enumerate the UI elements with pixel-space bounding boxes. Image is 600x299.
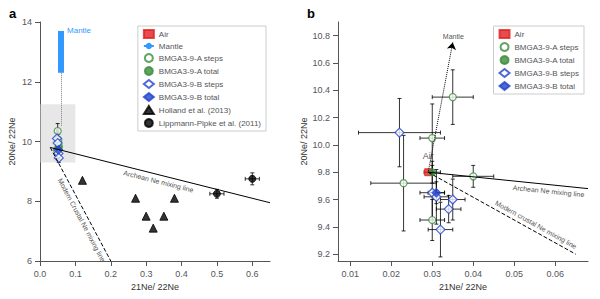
svg-text:10.0: 10.0 [312,140,330,150]
svg-text:10.2: 10.2 [312,113,330,123]
svg-text:Modern crustal Ne mixing line: Modern crustal Ne mixing line [493,199,578,251]
svg-text:10: 10 [22,137,32,147]
svg-text:Mantle: Mantle [443,33,464,40]
svg-text:BMGA3-9-A steps: BMGA3-9-A steps [515,43,579,52]
svg-text:0.2: 0.2 [105,269,118,279]
svg-text:BMGA3-9-A steps: BMGA3-9-A steps [159,54,223,63]
svg-text:6: 6 [27,256,32,266]
svg-text:0.03: 0.03 [423,269,441,279]
svg-text:9.2: 9.2 [317,249,330,259]
svg-text:Mantle: Mantle [67,26,92,35]
svg-text:BMGA3-9-A total: BMGA3-9-A total [515,56,575,65]
svg-text:Mantle: Mantle [159,42,184,51]
svg-text:9.8: 9.8 [317,167,330,177]
svg-text:21Ne/ 22Ne: 21Ne/ 22Ne [131,282,179,292]
svg-text:0.1: 0.1 [69,269,82,279]
svg-text:0.01: 0.01 [342,269,360,279]
svg-text:BMGA3-9-B steps: BMGA3-9-B steps [159,80,223,89]
svg-text:0.06: 0.06 [546,269,564,279]
svg-text:20Ne/ 22Ne: 20Ne/ 22Ne [299,117,309,165]
svg-text:0.6: 0.6 [246,269,259,279]
svg-text:9.6: 9.6 [317,195,330,205]
svg-text:10.6: 10.6 [312,58,330,68]
svg-text:BMGA3-9-B steps: BMGA3-9-B steps [515,69,579,78]
svg-text:21Ne/ 22Ne: 21Ne/ 22Ne [439,282,487,292]
svg-text:Holland et al. (2013): Holland et al. (2013) [159,106,231,115]
svg-text:BMGA3-9-A total: BMGA3-9-A total [159,67,219,76]
svg-text:Archean Ne mixing line: Archean Ne mixing line [123,169,195,194]
svg-text:0.04: 0.04 [464,269,482,279]
svg-text:0.02: 0.02 [383,269,401,279]
svg-text:12: 12 [22,77,32,87]
svg-text:Air: Air [423,151,434,161]
svg-text:a: a [9,6,17,21]
svg-text:Modern Crustal Ne mixing line: Modern Crustal Ne mixing line [56,177,107,263]
svg-text:0.0: 0.0 [34,269,47,279]
svg-text:8: 8 [27,196,32,206]
svg-text:b: b [307,6,315,21]
svg-text:14: 14 [22,17,32,27]
svg-text:20Ne/ 22Ne: 20Ne/ 22Ne [7,117,17,165]
svg-text:0.4: 0.4 [175,269,188,279]
svg-text:Air: Air [515,30,525,39]
svg-text:9.4: 9.4 [317,222,330,232]
svg-text:BMGA3-9-B total: BMGA3-9-B total [159,93,220,102]
svg-text:Air: Air [159,30,169,39]
svg-text:0.3: 0.3 [140,269,153,279]
svg-text:0.05: 0.05 [505,269,523,279]
svg-text:10.8: 10.8 [312,31,330,41]
svg-text:10.4: 10.4 [312,85,330,95]
svg-text:Archean Ne mixing line: Archean Ne mixing line [512,184,585,199]
svg-text:Lippmann-Pipke et al. (2011): Lippmann-Pipke et al. (2011) [159,119,261,128]
svg-text:BMGA3-9-B total: BMGA3-9-B total [515,82,576,91]
svg-text:0.5: 0.5 [211,269,224,279]
